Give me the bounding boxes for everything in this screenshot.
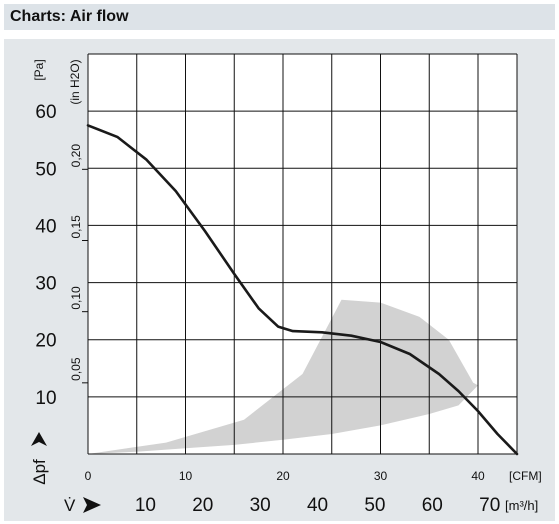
x-alt-tick-label: 20 [192,495,213,516]
x-alt-tick-label: 50 [364,495,385,516]
pressure-curve [86,124,519,456]
x-alt-unit-label: [m³/h] [505,498,538,513]
x-alt-tick-label: 30 [250,495,271,516]
x-tick-label: 40 [471,469,485,483]
section-title: Charts: Air flow [10,8,129,25]
y-alt-tick-label: 0,15 [69,215,83,239]
x-tick-label: 30 [374,469,388,483]
x-alt-tick-label: 60 [422,495,443,516]
y-tick-label: 30 [35,274,56,295]
y-tick-label: 60 [35,102,56,123]
y-tick-label: 40 [35,216,56,237]
x-tick-label: 20 [276,469,290,483]
y-unit-label: [Pa] [32,59,46,80]
y-tick-label: 20 [35,331,56,352]
y-tick-label: 10 [35,388,56,409]
y-alt-tick-label: 0,20 [69,144,83,168]
x-unit-label: [CFM] [509,469,542,483]
x-alt-tick-label: 10 [135,495,156,516]
y-axis-symbol: Δpf [30,459,49,485]
section-header: Charts: Air flow [4,4,555,30]
x-alt-tick-label: 40 [307,495,328,516]
x-axis-symbol: V̇ [64,496,76,515]
x-axis-arrow-icon [83,497,101,513]
y-alt-tick-label: 0,05 [69,357,83,381]
y-tick-label: 50 [35,159,56,180]
x-tick-label: 0 [85,469,92,483]
x-alt-tick-label: 70 [479,495,500,516]
y-alt-tick-label: 0,10 [69,286,83,310]
x-tick-label: 10 [179,469,193,483]
y-alt-unit-label: (in H2O) [68,59,82,104]
y-axis-arrow-icon [31,432,47,446]
